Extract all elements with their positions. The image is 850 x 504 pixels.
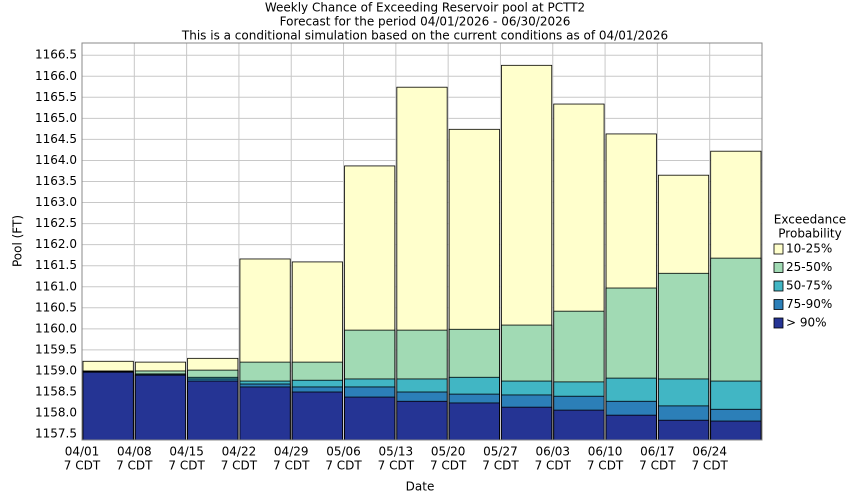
x-tick-label: 04/15	[169, 445, 204, 459]
bar	[291, 391, 343, 441]
x-tick-label: 04/01	[65, 445, 100, 459]
plot-frame	[81, 42, 763, 441]
bar	[501, 406, 553, 441]
chart-subtitle: This is a conditional simulation based o…	[181, 29, 668, 43]
bar	[82, 371, 134, 441]
y-tick-label: 1164.5	[35, 132, 77, 146]
x-tick-label: 04/08	[117, 445, 152, 459]
x-tick-label: 06/03	[535, 445, 570, 459]
bar	[344, 396, 396, 441]
y-tick-label: 1166.0	[35, 69, 77, 83]
x-tick-sublabel: 7 CDT	[482, 459, 519, 473]
y-tick-label: 1165.5	[35, 90, 77, 104]
y-tick-label: 1159.5	[35, 342, 77, 356]
x-tick-sublabel: 7 CDT	[430, 459, 467, 473]
legend-title: Probability	[778, 227, 841, 241]
bar	[553, 409, 605, 441]
y-tick-label: 1166.5	[35, 48, 77, 62]
x-tick-label: 05/06	[326, 445, 361, 459]
y-tick-label: 1158.0	[35, 406, 77, 420]
x-tick-label: 06/17	[640, 445, 675, 459]
legend-swatch	[773, 317, 784, 329]
y-tick-label: 1159.0	[35, 363, 77, 377]
x-tick-label: 06/10	[588, 445, 623, 459]
x-tick-sublabel: 7 CDT	[221, 459, 258, 473]
y-axis-label: Pool (FT)	[11, 215, 25, 267]
y-tick-label: 1162.5	[35, 216, 77, 230]
x-tick-label: 04/29	[274, 445, 309, 459]
bar	[239, 386, 291, 441]
y-tick-label: 1164.0	[35, 153, 77, 167]
x-tick-sublabel: 7 CDT	[168, 459, 205, 473]
bar	[187, 380, 239, 441]
x-tick-label: 06/24	[692, 445, 727, 459]
y-tick-label: 1158.5	[35, 385, 77, 399]
x-tick-label: 05/27	[483, 445, 518, 459]
legend-label: 25-50%	[786, 260, 832, 274]
legend-label: > 90%	[786, 316, 827, 330]
legend-swatch	[773, 262, 784, 273]
chart-subtitle: Forecast for the period 04/01/2026 - 06/…	[280, 15, 571, 29]
x-tick-sublabel: 7 CDT	[587, 459, 624, 473]
y-tick-label: 1163.5	[35, 174, 77, 188]
bar	[657, 419, 710, 441]
legend-title: Exceedance	[774, 213, 846, 227]
bar	[134, 374, 187, 441]
legend-swatch	[773, 243, 784, 255]
x-tick-label: 05/20	[431, 445, 466, 459]
bar	[605, 414, 657, 441]
x-tick-sublabel: 7 CDT	[64, 459, 101, 473]
y-tick-label: 1162.0	[35, 237, 77, 251]
x-tick-label: 04/22	[222, 445, 257, 459]
x-tick-sublabel: 7 CDT	[273, 459, 310, 473]
bar	[448, 402, 500, 441]
x-tick-sublabel: 7 CDT	[116, 459, 153, 473]
x-axis-label: Date	[406, 480, 435, 494]
x-tick-sublabel: 7 CDT	[535, 459, 572, 473]
y-tick-label: 1157.5	[35, 427, 77, 441]
y-tick-label: 1161.5	[35, 258, 77, 272]
x-tick-sublabel: 7 CDT	[378, 459, 415, 473]
chart-title: Weekly Chance of Exceeding Reservoir poo…	[265, 1, 585, 15]
legend-swatch	[773, 299, 784, 310]
y-tick-label: 1160.5	[35, 300, 77, 314]
legend-label: 75-90%	[786, 297, 832, 311]
y-tick-label: 1161.0	[35, 279, 77, 293]
legend-label: 50-75%	[786, 279, 832, 293]
y-tick-label: 1165.0	[35, 111, 77, 125]
x-tick-sublabel: 7 CDT	[691, 459, 728, 473]
bar	[396, 400, 448, 441]
y-tick-label: 1160.0	[35, 321, 77, 335]
x-tick-sublabel: 7 CDT	[325, 459, 362, 473]
x-tick-sublabel: 7 CDT	[639, 459, 676, 473]
legend-label: 10-25%	[786, 242, 832, 256]
x-tick-label: 05/13	[379, 445, 414, 459]
y-tick-label: 1163.0	[35, 195, 77, 209]
legend-swatch	[773, 280, 784, 292]
bar	[710, 420, 762, 441]
